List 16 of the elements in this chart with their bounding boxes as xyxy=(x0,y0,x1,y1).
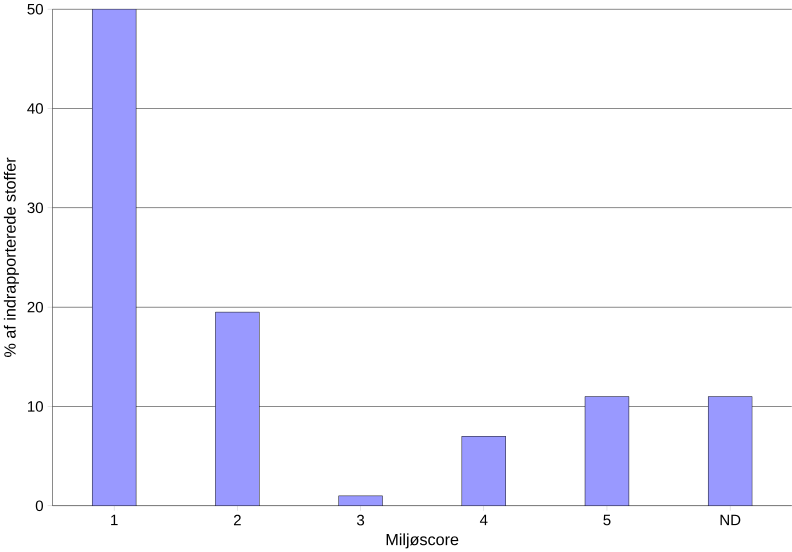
x-tick-label: 5 xyxy=(603,514,611,526)
y-tick-label: 20 xyxy=(28,302,43,312)
y-tick-label: 30 xyxy=(27,202,43,213)
y-tick-label: 0 xyxy=(36,500,43,511)
x-tick-label: 2 xyxy=(234,514,241,526)
x-tick-label: 4 xyxy=(480,514,488,525)
y-axis-title: % af indrapporterede stoffer xyxy=(4,158,19,357)
x-tick-label: 1 xyxy=(111,514,118,525)
y-tick-label: 40 xyxy=(27,103,43,114)
bar xyxy=(338,495,383,506)
bar xyxy=(462,436,506,506)
y-tick-label: 10 xyxy=(28,401,43,412)
x-tick-label: 3 xyxy=(356,514,364,526)
y-tick-label: 50 xyxy=(27,4,43,14)
x-tick-label: ND xyxy=(720,514,740,525)
x-axis-title: Miljøscore xyxy=(386,533,458,548)
